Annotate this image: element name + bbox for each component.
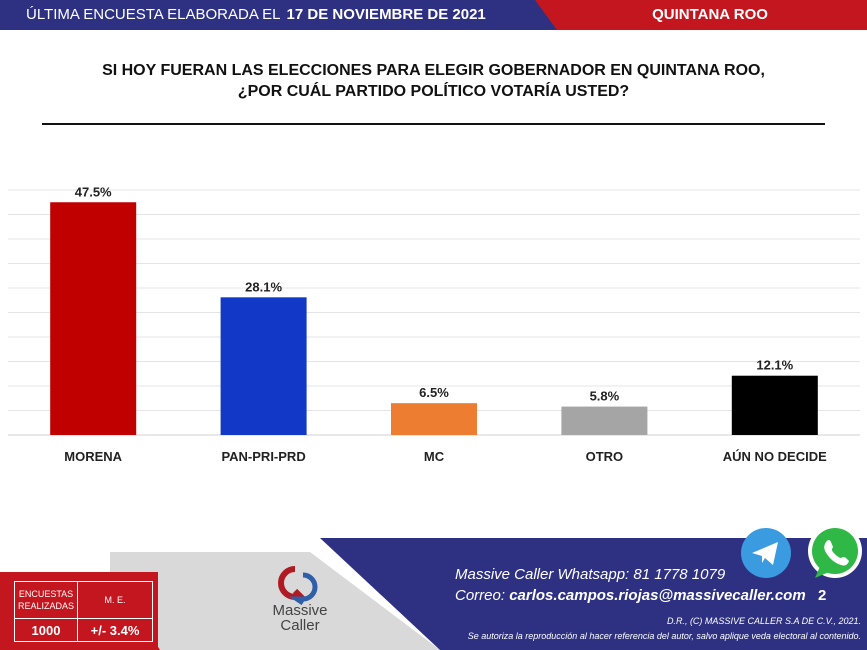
date-value: 17 DE NOVIEMBRE DE 2021 [286,6,486,23]
whatsapp-number[interactable]: 81 1778 1079 [633,566,726,583]
page-number: 2 [818,587,827,604]
email-link[interactable]: carlos.campos.riojas@massivecaller.com [509,587,806,604]
header-red-band [535,0,867,30]
data-label: 5.8% [590,389,620,404]
whatsapp-label: Massive Caller Whatsapp: [455,566,630,583]
massive-caller-logo-icon [278,566,318,605]
margin-of-error: +/- 3.4% [77,618,153,642]
table-head-1b: REALIZADAS [17,601,75,611]
title-divider [42,123,825,125]
logo-text: Massive Caller [262,603,338,633]
whatsapp-icon[interactable] [805,522,865,582]
bar [731,375,818,435]
bar [50,202,137,435]
category-label: AÚN NO DECIDE [723,449,827,464]
date-prefix: ÚLTIMA ENCUESTA ELABORADA EL [26,6,281,23]
bar [220,297,307,435]
stats-table: ENCUESTAS REALIZADAS M. E. 1000 +/- 3.4% [14,581,153,642]
chart-title: SI HOY FUERAN LAS ELECCIONES PARA ELEGIR… [0,60,867,102]
data-label: 28.1% [245,279,282,294]
email-label: Correo: [455,587,506,604]
logo-word-1: Massive [272,602,328,619]
bar-chart: 47.5% MORENA 28.1% PAN-PRI-PRD 6.5% MC 5.8% OTR… [8,184,860,464]
survey-date: ÚLTIMA ENCUESTA ELABORADA EL 17 DE NOVIEM… [26,6,486,23]
email-line: Correo: carlos.campos.riojas@massivecall… [455,587,806,604]
telegram-icon[interactable] [740,527,792,579]
whatsapp-line: Massive Caller Whatsapp: 81 1778 1079 [455,566,725,583]
bar [391,403,477,435]
sample-size: 1000 [14,618,78,642]
bar [561,406,648,435]
category-label: PAN-PRI-PRD [221,449,305,464]
data-label: 6.5% [419,385,449,400]
data-label: 47.5% [75,184,112,199]
category-label: MORENA [64,449,122,464]
region-label: QUINTANA ROO [652,6,768,23]
logo-word-2: Caller [280,617,320,634]
reproduction-notice: Se autoriza la reproducción al hacer ref… [467,631,861,641]
table-head-2: M. E. [77,581,153,619]
table-head-1a: ENCUESTAS [18,589,74,599]
title-line-1: SI HOY FUERAN LAS ELECCIONES PARA ELEGIR… [102,62,765,79]
title-line-2: ¿POR CUÁL PARTIDO POLÍTICO VOTARÍA USTED… [237,83,630,100]
copyright: D.R., (C) MASSIVE CALLER S.A DE C.V., 20… [666,616,861,626]
category-label: MC [424,449,445,464]
data-label: 12.1% [756,358,793,373]
category-label: OTRO [586,449,624,464]
